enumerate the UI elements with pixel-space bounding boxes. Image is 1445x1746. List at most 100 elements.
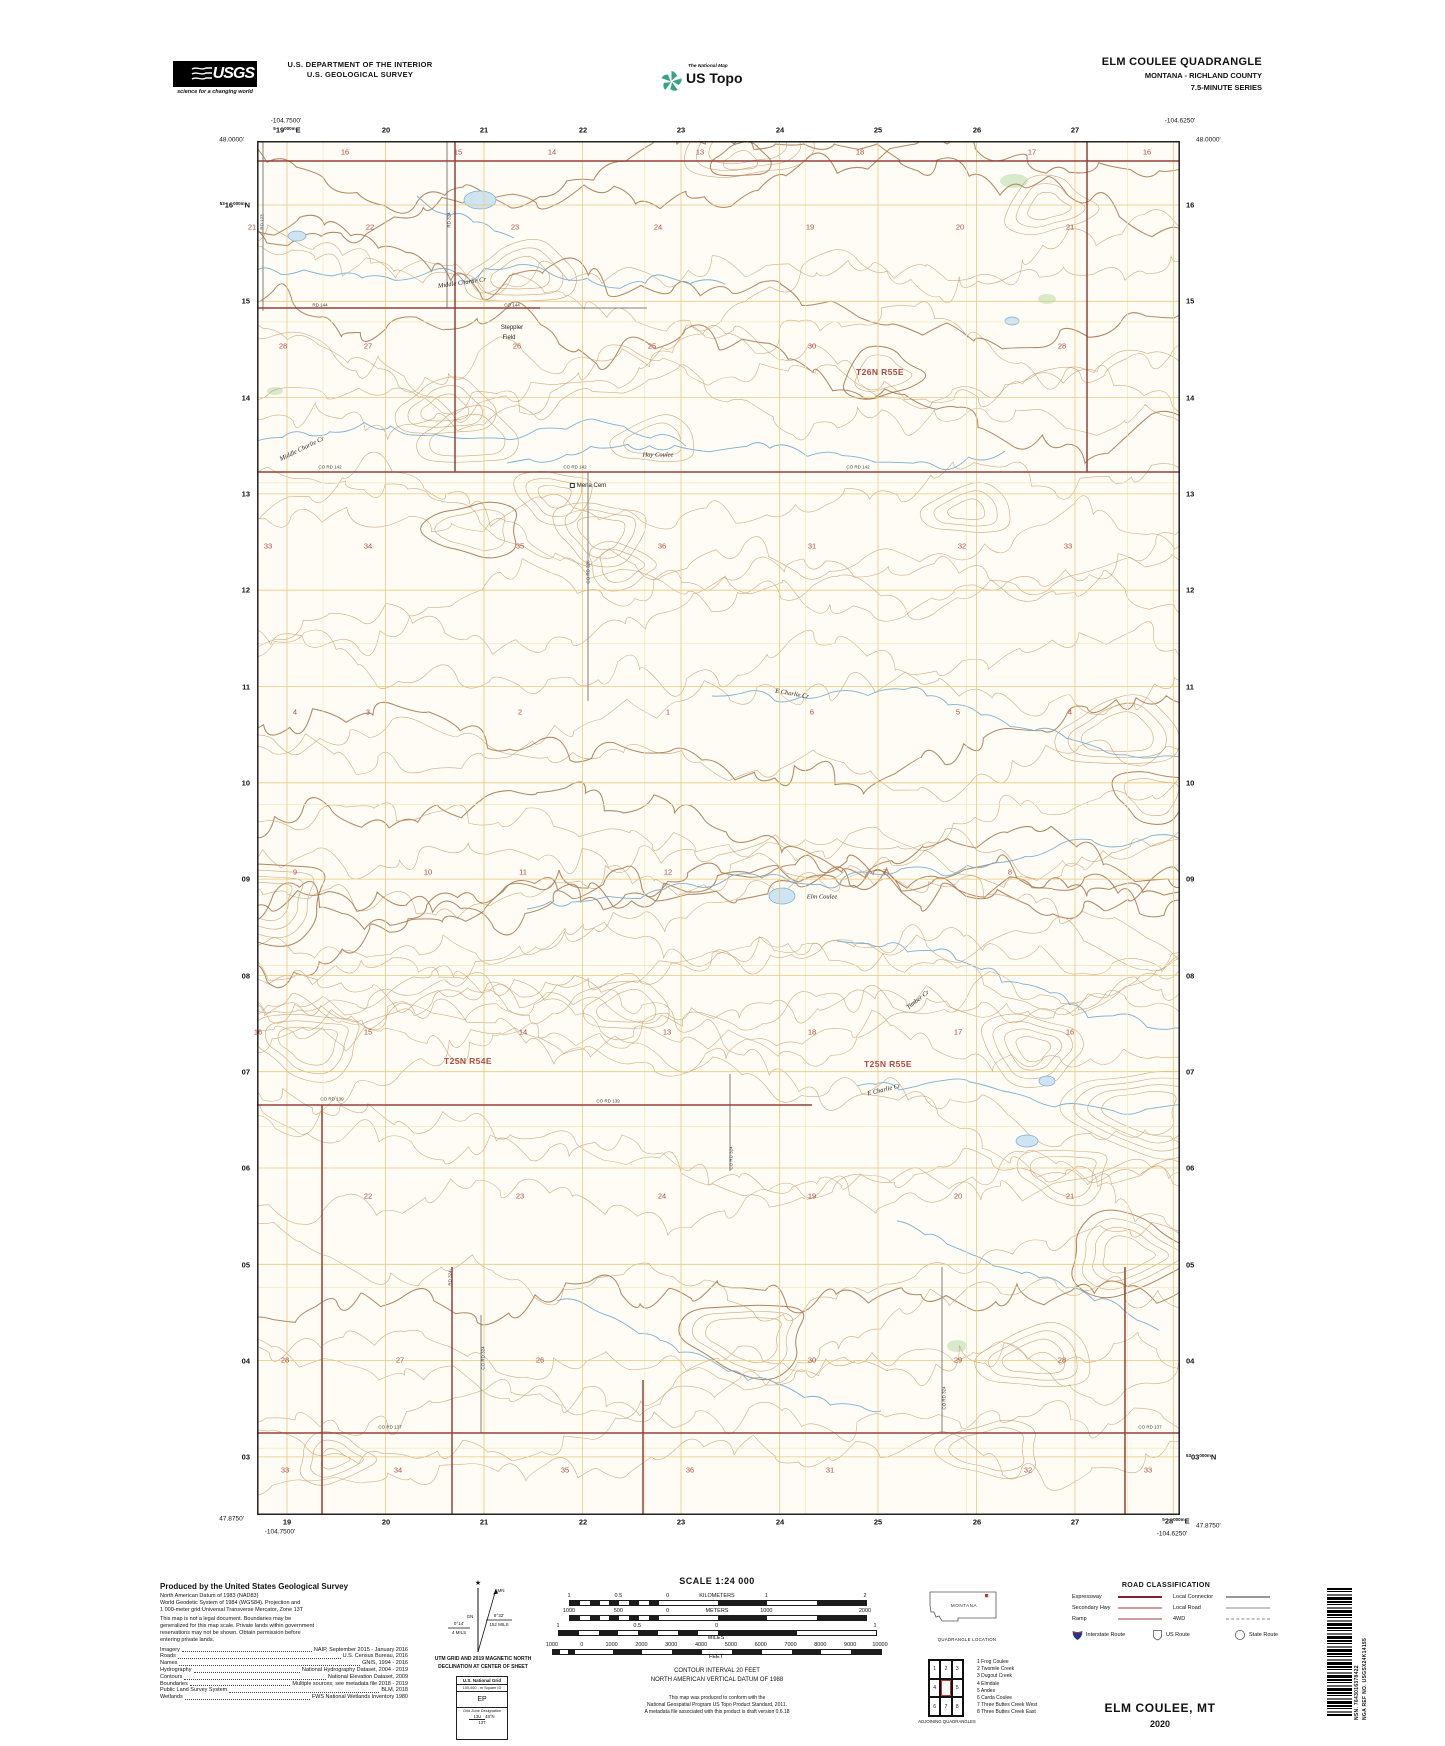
vertical-datum: NORTH AMERICAN VERTICAL DATUM OF 1988 — [650, 1677, 784, 1683]
scale-label: 1 — [873, 1623, 877, 1629]
grid-label-bottom: 24 — [775, 1517, 785, 1527]
scale-label: 1 — [764, 1593, 768, 1599]
data-source-row: Contours National Elevation Dataset, 2009 — [160, 1673, 408, 1680]
scale-label: 0 — [666, 1593, 670, 1599]
grid-label-top: 26 — [972, 125, 982, 135]
adjoining-quad-cell: 4 — [929, 1678, 941, 1698]
road-class-swatch — [1118, 1607, 1162, 1609]
adjoining-quad-cell: 5 — [951, 1678, 963, 1698]
adjoining-quad-name: 1 Frog Coulee — [977, 1659, 1009, 1665]
utm-easting-label-bottom: 528000mE — [1162, 1516, 1190, 1526]
adjoining-quad-name: 8 Three Buttes Creek East — [977, 1709, 1036, 1716]
grid-label-bottom: 19 — [282, 1517, 292, 1527]
section-number: 28 — [1057, 1355, 1067, 1365]
grid-label-top: 27 — [1070, 125, 1080, 135]
corner-lon-top-right: -104.6250' — [1164, 117, 1196, 125]
section-number: 31 — [807, 541, 817, 551]
road-label: CO RD 137 — [378, 1424, 402, 1430]
us-route-shield-icon — [1153, 1630, 1162, 1641]
section-number: 33 — [1063, 541, 1073, 551]
grid-label-right: 13 — [1186, 489, 1195, 499]
datum-line: 1 000-meter grid:Universal Transverse Me… — [160, 1606, 304, 1613]
place-label: Steppler — [500, 325, 524, 331]
place-label: Elm Coulee — [806, 893, 838, 901]
contour-interval: CONTOUR INTERVAL 20 FEET — [674, 1668, 760, 1674]
adjoining-quad-cell: 2 — [940, 1660, 952, 1679]
scale-label: 1 — [567, 1593, 571, 1599]
usgs-waves-icon — [191, 67, 212, 80]
section-number: 33 — [280, 1465, 290, 1475]
adjoining-quad-cell: 1 — [929, 1660, 941, 1679]
svg-text:0°14': 0°14' — [454, 1621, 464, 1626]
section-number: 14 — [518, 1027, 528, 1037]
declination-caption-2: DECLINATION AT CENTER OF SHEET — [438, 1664, 528, 1670]
scale-label: 7000 — [784, 1642, 797, 1648]
scale-label: 500 — [613, 1608, 623, 1614]
road-class-label: Ramp — [1072, 1616, 1087, 1622]
section-number: 23 — [510, 222, 520, 232]
data-source-row: Public Land Survey System BLM, 2018 — [160, 1687, 408, 1694]
scale-label: 0.5 — [614, 1593, 623, 1599]
nsn-number: NSN. 7643016378422 — [1354, 1665, 1360, 1720]
grid-label-left: 05 — [241, 1260, 250, 1270]
grid-label-bottom: 23 — [676, 1517, 686, 1527]
section-number: 32 — [1023, 1465, 1033, 1475]
township-label: T25N R54E — [443, 1056, 493, 1066]
section-number: 4 — [292, 707, 298, 717]
conformance-line: This map was produced to conform with th… — [668, 1695, 766, 1701]
section-number: 34 — [363, 541, 373, 551]
svg-text:8°32': 8°32' — [494, 1613, 504, 1618]
road-classification-title: ROAD CLASSIFICATION — [1121, 1582, 1211, 1589]
usng-square-id: EP — [457, 1692, 507, 1708]
adjoining-quad-cell: 8 — [951, 1697, 963, 1716]
section-number: 12 — [663, 867, 673, 877]
section-number: 5 — [955, 707, 961, 717]
grid-label-right: 10 — [1186, 778, 1195, 788]
section-number: 7 — [882, 867, 888, 877]
datum-line: World Geodetic System of 1984 (WGS84). P… — [160, 1599, 301, 1606]
section-number: 16 — [253, 1027, 263, 1037]
grid-label-left: 07 — [241, 1067, 250, 1077]
road-label: RD 324 — [446, 212, 452, 228]
scale-label: 10000 — [872, 1642, 888, 1648]
corner-lat-bottom-right: 47.8750' — [1196, 1522, 1221, 1530]
road-label: CO RD 142 — [846, 464, 870, 470]
section-number: 24 — [653, 222, 663, 232]
svg-text:152 MILS: 152 MILS — [489, 1622, 508, 1627]
place-label: Mena Cem — [569, 482, 606, 489]
place-label: Field — [502, 335, 516, 341]
scale-label: 5000 — [724, 1642, 738, 1648]
section-number: 23 — [515, 1191, 525, 1201]
interstate-route-legend: Interstate Route — [1072, 1629, 1125, 1641]
conformance-line: A metadata file associated with this pro… — [644, 1709, 790, 1715]
usgs-logo: USGS — [173, 61, 257, 87]
grid-label-right: 08 — [1186, 971, 1195, 981]
adjoining-quad-name: 4 Elmdale — [977, 1680, 1000, 1687]
scale-label: 9000 — [844, 1642, 857, 1648]
section-number: 25 — [647, 341, 657, 351]
road-label: CO RD 324 — [728, 1146, 734, 1170]
adjoining-quad-name: 3 Dugout Creek — [977, 1673, 1013, 1680]
grid-label-left: 04 — [241, 1356, 250, 1366]
grid-label-bottom: 22 — [578, 1517, 588, 1527]
grid-label-left: 10 — [241, 778, 250, 788]
grid-label-bottom: 25 — [873, 1517, 883, 1527]
adjoining-quad-name: 7 Three Buttes Creek West — [977, 1702, 1038, 1709]
adjoining-quad-cell: 7 — [940, 1697, 952, 1716]
quadrangle-title: ELM COULEE QUADRANGLE — [1101, 56, 1262, 68]
road-label: RD 144 — [312, 302, 328, 308]
scale-label: 0.5 — [633, 1623, 642, 1629]
road-class-label: Local Connector — [1173, 1594, 1214, 1600]
section-number: 36 — [685, 1465, 695, 1475]
section-number: 20 — [953, 1191, 963, 1201]
section-number: 31 — [825, 1465, 835, 1475]
section-number: 24 — [657, 1191, 667, 1201]
scale-label: 1 — [556, 1623, 560, 1629]
grid-label-right: 05 — [1186, 1260, 1195, 1270]
scale-label: 1000 — [562, 1608, 576, 1614]
kilometers-bar — [569, 1600, 867, 1606]
section-number: 30 — [807, 1355, 817, 1365]
scale-unit: METERS — [705, 1608, 729, 1614]
svg-text:MN: MN — [498, 1588, 505, 1593]
